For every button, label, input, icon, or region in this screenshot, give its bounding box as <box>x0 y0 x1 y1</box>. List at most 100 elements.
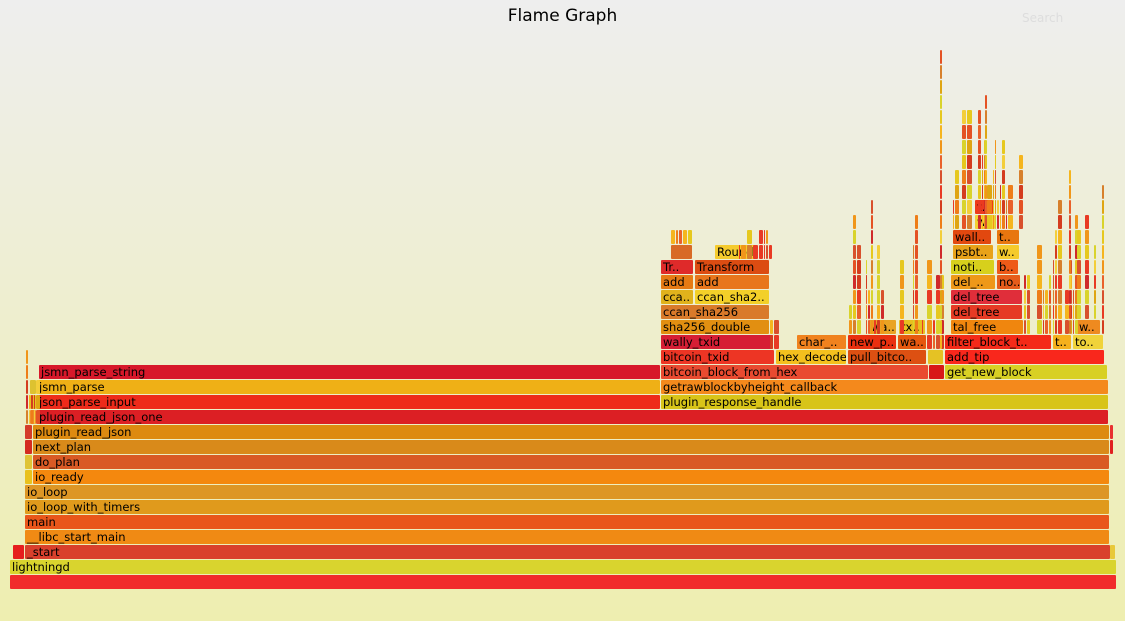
flame-frame[interactable] <box>25 425 32 439</box>
flame-frame-small[interactable] <box>1058 215 1062 229</box>
flame-frame[interactable]: no.. <box>997 275 1020 289</box>
flame-frame-small[interactable] <box>1075 260 1078 274</box>
flame-frame[interactable]: main <box>25 515 1109 529</box>
flame-frame-small[interactable] <box>31 410 33 424</box>
flame-frame-small[interactable] <box>1102 245 1104 259</box>
flame-frame-small[interactable] <box>915 260 918 274</box>
flame-frame-small[interactable] <box>1055 275 1057 289</box>
flame-frame-small[interactable] <box>853 215 856 229</box>
flame-frame[interactable] <box>1110 545 1115 559</box>
flame-frame[interactable]: add_tip <box>945 350 1104 364</box>
flame-frame[interactable]: w.. <box>1077 320 1100 334</box>
flame-frame[interactable]: plugin_read_json_one <box>37 410 1108 424</box>
flame-frame-small[interactable] <box>871 305 873 319</box>
flame-frame-small[interactable] <box>1049 320 1051 334</box>
flame-frame[interactable]: io_loop <box>25 485 1109 499</box>
flame-frame-small[interactable] <box>31 395 33 409</box>
flame-frame-small[interactable] <box>1000 200 1001 214</box>
flame-frame-small[interactable] <box>871 230 873 244</box>
flame-frame-small[interactable] <box>982 155 983 169</box>
flame-frame-small[interactable] <box>1075 230 1078 244</box>
flame-frame-small[interactable] <box>29 395 30 409</box>
flame-frame[interactable]: plugin_response_handle <box>661 395 1108 409</box>
flame-frame-small[interactable] <box>985 200 987 214</box>
flame-frame-small[interactable] <box>857 260 861 274</box>
flame-frame-small[interactable] <box>853 305 856 319</box>
flame-frame-small[interactable] <box>1045 320 1048 334</box>
flame-frame[interactable]: t.. <box>1053 335 1071 349</box>
flame-frame-small[interactable] <box>1075 275 1078 289</box>
flame-frame-small[interactable] <box>978 185 981 199</box>
flame-frame-small[interactable] <box>1037 245 1042 259</box>
flame-frame-small[interactable] <box>955 200 959 214</box>
flame-frame-small[interactable] <box>1045 290 1048 304</box>
flame-frame-small[interactable] <box>1055 305 1057 319</box>
flame-frame[interactable]: cca.. <box>661 290 693 304</box>
flame-frame-small[interactable] <box>962 215 966 229</box>
flame-frame-small[interactable] <box>1102 185 1104 199</box>
flame-frame-small[interactable] <box>1024 290 1026 304</box>
flame-frame-small[interactable] <box>985 110 987 124</box>
flame-frame-small[interactable] <box>1069 290 1071 304</box>
flame-frame-small[interactable] <box>985 140 987 154</box>
flame-frame-small[interactable] <box>739 245 740 259</box>
flame-frame[interactable]: tal_free <box>951 320 1023 334</box>
flame-frame-small[interactable] <box>774 335 779 349</box>
flame-frame-small[interactable] <box>871 200 873 214</box>
flame-frame-small[interactable] <box>997 215 999 229</box>
flame-frame-small[interactable] <box>857 245 861 259</box>
flame-frame-small[interactable] <box>679 230 682 244</box>
flame-frame-small[interactable] <box>978 125 981 139</box>
flame-frame-small[interactable] <box>1085 305 1089 319</box>
flame-frame[interactable]: ccan_sha2.. <box>695 290 769 304</box>
flame-frame-small[interactable] <box>1055 320 1057 334</box>
flame-frame[interactable]: jsmn_parse <box>37 380 660 394</box>
flame-frame-small[interactable] <box>1043 305 1044 319</box>
flame-frame-small[interactable] <box>987 200 992 214</box>
flame-frame-small[interactable] <box>1094 260 1096 274</box>
flame-frame-small[interactable] <box>881 305 884 319</box>
flame-frame[interactable]: tx.. <box>899 320 925 334</box>
flame-frame-small[interactable] <box>940 65 942 79</box>
flame-frame-small[interactable] <box>900 260 904 274</box>
flame-frame-small[interactable] <box>962 125 966 139</box>
flame-frame[interactable]: io_loop_with_timers <box>25 500 1109 514</box>
flame-frame-small[interactable] <box>940 80 942 94</box>
flame-frame-small[interactable] <box>993 200 994 214</box>
flame-frame-small[interactable] <box>1043 320 1044 334</box>
flame-frame-small[interactable] <box>881 290 884 304</box>
flame-frame-small[interactable] <box>941 305 944 319</box>
flame-frame-small[interactable] <box>978 110 981 124</box>
flame-frame-small[interactable] <box>688 230 692 244</box>
flame-frame-small[interactable] <box>995 215 996 229</box>
flame-frame-small[interactable] <box>1085 245 1089 259</box>
flame-frame-small[interactable] <box>933 335 935 349</box>
flame-frame-small[interactable] <box>978 140 981 154</box>
flame-frame-small[interactable] <box>1102 230 1104 244</box>
flame-frame-small[interactable] <box>940 215 942 229</box>
flame-frame-small[interactable] <box>967 155 972 169</box>
flame-frame-small[interactable] <box>995 200 996 214</box>
flame-frame-small[interactable] <box>936 320 940 334</box>
flame-frame[interactable]: noti.. <box>951 260 994 274</box>
flame-frame-small[interactable] <box>676 230 678 244</box>
flame-frame-small[interactable] <box>1075 320 1078 334</box>
flame-frame[interactable]: bitcoin_txid <box>661 350 774 364</box>
flame-frame-small[interactable] <box>34 410 35 424</box>
flame-frame-small[interactable] <box>1024 275 1026 289</box>
flame-frame-small[interactable] <box>871 245 873 259</box>
flame-frame[interactable] <box>25 455 32 469</box>
flame-frame-small[interactable] <box>871 275 873 289</box>
flame-frame-small[interactable] <box>985 185 987 199</box>
flame-frame[interactable]: hex_decode <box>776 350 846 364</box>
flame-frame[interactable]: del_tree <box>951 290 1022 304</box>
flame-frame-small[interactable] <box>1077 275 1081 289</box>
flame-frame-small[interactable] <box>967 170 972 184</box>
flame-frame[interactable]: do_plan <box>33 455 1109 469</box>
flame-frame-small[interactable] <box>927 305 932 319</box>
flame-frame-small[interactable] <box>1094 305 1096 319</box>
flame-frame-small[interactable] <box>1019 170 1023 184</box>
flame-frame[interactable]: to.. <box>1073 335 1103 349</box>
flame-frame-small[interactable] <box>1069 305 1071 319</box>
flame-frame-small[interactable] <box>962 155 966 169</box>
